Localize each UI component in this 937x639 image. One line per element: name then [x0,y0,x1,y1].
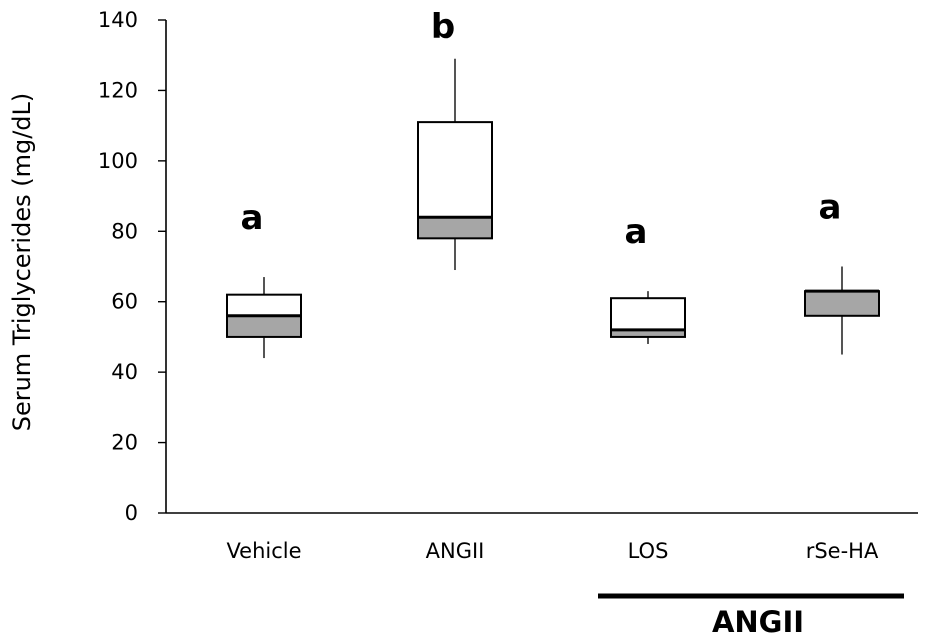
y-tick-label: 140 [98,8,138,32]
significance-label: a [625,212,648,252]
x-tick-label: ANGII [426,539,485,563]
boxes: a b a a [226,7,880,359]
x-tick-label: LOS [628,539,669,563]
y-ticks: 0 20 40 60 80 100 120 140 [98,8,166,525]
y-tick-label: 120 [98,78,138,102]
significance-label: a [241,198,264,238]
y-tick-label: 100 [98,149,138,173]
significance-label: a [819,188,842,228]
x-tick-label: rSe-HA [806,539,879,563]
box-lower-quartile [417,216,493,240]
y-tick-label: 80 [111,219,138,243]
y-tick-label: 20 [111,431,138,455]
y-axis-label: Serum Triglycerides (mg/dL) [8,93,36,432]
group-label: ANGII [712,605,804,639]
box-lower-quartile [804,290,880,317]
box-lower-quartile [226,314,302,338]
y-tick-label: 0 [125,501,138,525]
x-tick-labels: Vehicle ANGII LOS rSe-HA [226,539,878,563]
y-tick-label: 40 [111,360,138,384]
y-tick-label: 60 [111,290,138,314]
box-upper-quartile [610,297,686,331]
box-upper-quartile [417,121,493,219]
significance-label: b [431,7,455,47]
box-upper-quartile [226,293,302,317]
x-tick-label: Vehicle [226,539,301,563]
